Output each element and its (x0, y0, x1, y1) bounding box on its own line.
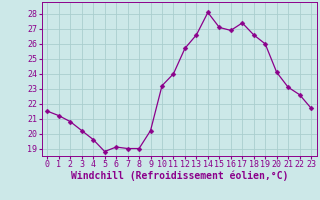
X-axis label: Windchill (Refroidissement éolien,°C): Windchill (Refroidissement éolien,°C) (70, 171, 288, 181)
